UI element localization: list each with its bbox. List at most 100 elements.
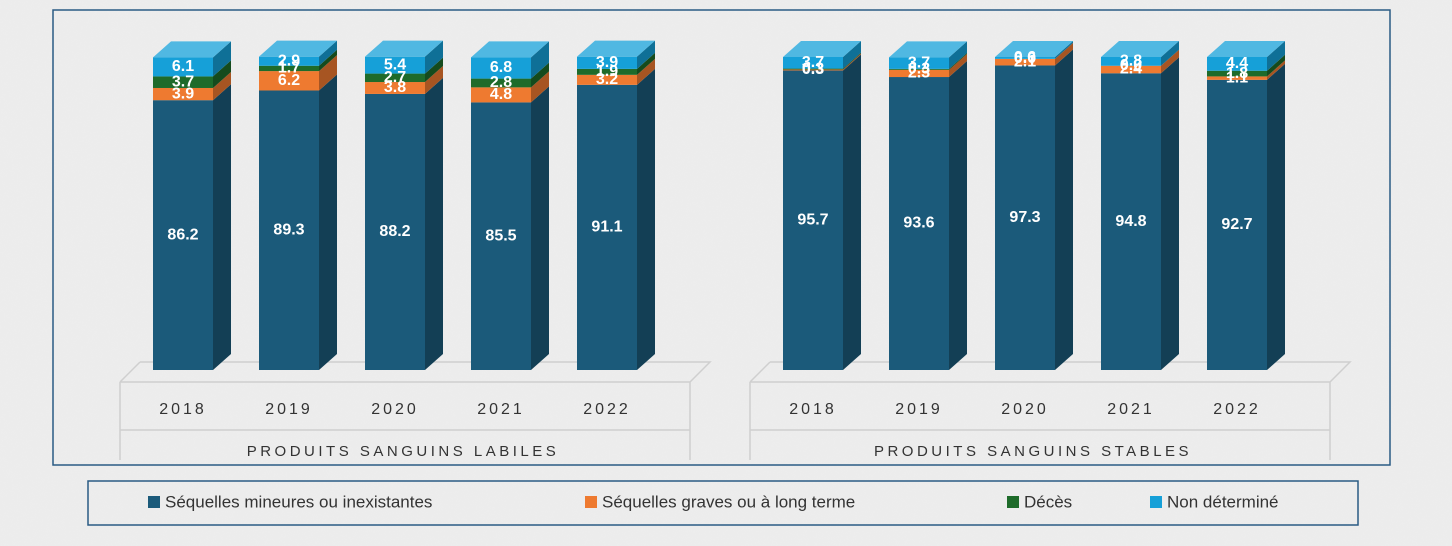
value-label: 0.6 [1014,49,1036,66]
value-label: 3.2 [596,71,618,88]
bar-top [259,40,337,57]
bar-side [949,61,967,370]
bar-side [1055,42,1073,66]
legend-swatch [1007,496,1019,508]
bar [1101,73,1161,370]
value-label: 2.4 [1120,61,1142,78]
bar [365,93,425,371]
value-label: 3.7 [802,54,824,71]
value-label: 4.4 [1226,55,1248,72]
value-label: 0.0 [1014,50,1036,67]
legend-frame [87,480,1359,526]
bar [1101,65,1161,74]
value-label: 3.7 [908,54,930,71]
bar-side [1055,41,1073,59]
bar-side [1267,60,1285,80]
bar-top [471,41,549,58]
x-tick-label: 2019 [895,401,943,418]
bar [889,68,949,70]
value-label: 3.7 [172,73,194,90]
value-label: 3.9 [172,85,194,102]
bar-side [531,41,549,79]
value-label: 89.3 [273,221,304,238]
value-label: 91.1 [591,219,622,236]
bar-side [531,86,549,370]
group-label: PRODUITS SANGUINS STABLES [874,443,1192,460]
x-tick-label: 2022 [1213,401,1261,418]
legend-label: Décès [1024,492,1072,511]
value-label: 88.2 [379,223,410,240]
legend-swatch [148,496,160,508]
bar-side [1161,57,1179,370]
legend-label: Non déterminé [1167,492,1279,511]
value-label: 2.7 [384,69,406,86]
value-label: 6.2 [278,72,300,89]
bar [365,73,425,83]
bar-side [425,66,443,94]
x-tick-label: 2019 [265,401,313,418]
bar [1207,57,1267,71]
bar-side [949,52,967,70]
value-label: 3.9 [596,54,618,71]
bar-side [843,41,861,69]
legend-label: Séquelles mineures ou inexistantes [165,492,432,511]
plot-frame [52,9,1391,466]
value-label: 5.4 [384,56,406,73]
legend-label: Séquelles graves ou à long terme [602,492,855,511]
bar [577,84,637,371]
bar [153,76,213,88]
value-label: 3.8 [384,79,406,96]
legend-swatch [1150,496,1162,508]
value-label: 0.3 [802,61,824,78]
bar-side [531,62,549,88]
value-label: 2.3 [908,65,930,82]
value-label: 93.6 [903,215,934,232]
value-label: 6.8 [490,59,512,76]
bar-side [213,60,231,88]
bar-side [425,40,443,74]
bar-side [637,58,655,85]
value-label: 1.9 [596,63,618,80]
bar [153,100,213,370]
bar-side [843,53,861,71]
value-label: 0.3 [908,61,930,78]
bar-top [577,40,655,57]
bar [259,90,319,370]
bar [783,68,843,70]
value-label: 1.1 [1226,69,1248,86]
value-label: 1.8 [1226,65,1248,82]
bar-side [319,49,337,72]
bar [471,78,531,88]
bar-side [319,40,337,66]
bar [577,74,637,85]
group-label: PRODUITS SANGUINS LABILES [247,443,560,460]
bar-side [531,71,549,103]
bar [1207,76,1267,80]
bar-side [319,55,337,91]
value-label: 0.3 [802,60,824,77]
bar-side [213,71,231,101]
bar-top [783,41,861,57]
x-tick-label: 2022 [583,401,631,418]
value-label: 95.7 [797,211,828,228]
bar [783,57,843,69]
bar [577,56,637,69]
value-label: 86.2 [167,226,198,243]
value-label: 94.8 [1115,213,1146,230]
bar [889,57,949,69]
bar-side [1267,54,1285,77]
value-label: 92.7 [1221,216,1252,233]
bar [365,56,425,74]
bar-top [995,41,1073,57]
bar [889,77,949,371]
bar-side [425,77,443,371]
bar [1207,79,1267,370]
value-label: 97.3 [1009,209,1040,226]
x-tick-label: 2018 [789,401,837,418]
value-label: 4.8 [490,86,512,103]
value-label: 2.8 [1120,53,1142,70]
bar [783,69,843,71]
x-tick-label: 2021 [477,401,525,418]
value-label: 85.5 [485,227,516,244]
bar [995,57,1055,59]
